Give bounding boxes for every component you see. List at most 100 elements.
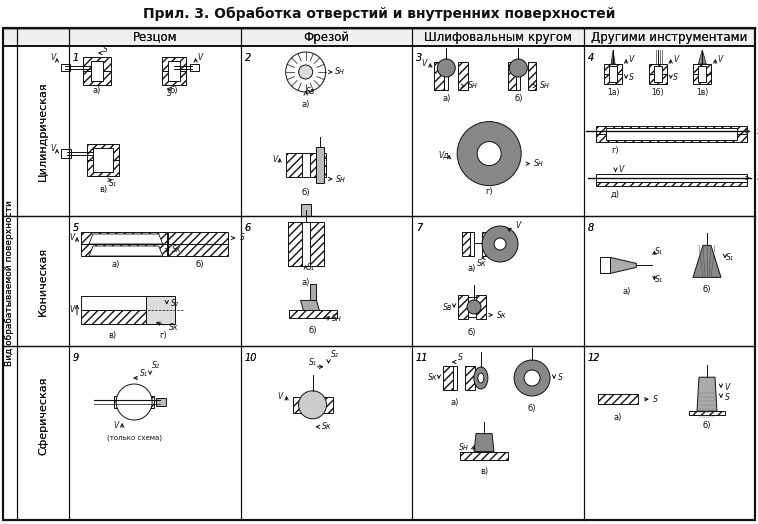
Circle shape — [467, 300, 481, 314]
Text: S: S — [459, 354, 463, 363]
Text: V: V — [114, 421, 119, 431]
Text: S: S — [102, 46, 108, 54]
Text: Сферическая: Сферическая — [38, 377, 48, 455]
Bar — [81, 232, 167, 244]
Text: Прил. 3. Обработка отверстий и внутренних поверхностей: Прил. 3. Обработка отверстий и внутренни… — [143, 7, 615, 21]
Bar — [649, 74, 667, 84]
Text: б): б) — [169, 86, 178, 95]
Text: S₁: S₁ — [726, 253, 734, 262]
Text: Sн: Sн — [468, 82, 478, 91]
Bar — [604, 74, 622, 84]
Text: 1в): 1в) — [696, 88, 709, 96]
Text: S: S — [628, 73, 634, 82]
Circle shape — [509, 59, 528, 77]
Text: Sн: Sн — [534, 159, 544, 168]
Bar — [302, 222, 310, 266]
Circle shape — [286, 52, 326, 92]
Bar — [600, 257, 610, 274]
Text: Резцом: Резцом — [133, 30, 177, 43]
Text: 1: 1 — [73, 53, 80, 63]
Circle shape — [494, 238, 506, 250]
Text: а): а) — [451, 398, 459, 407]
Text: Шлифовальным кругом: Шлифовальным кругом — [424, 30, 572, 43]
Bar — [114, 396, 130, 408]
Polygon shape — [693, 245, 721, 277]
Text: Резцом: Резцом — [133, 30, 177, 43]
Text: б): б) — [309, 326, 317, 335]
Bar — [317, 397, 333, 413]
Text: S: S — [756, 127, 758, 136]
Text: Фрезой: Фрезой — [303, 30, 349, 43]
Text: Sк: Sк — [169, 323, 178, 332]
Text: S₁: S₁ — [656, 247, 663, 256]
Text: Sк: Sк — [478, 258, 487, 267]
Text: д): д) — [611, 190, 620, 199]
Polygon shape — [698, 50, 706, 64]
Text: 3: 3 — [416, 53, 422, 63]
Bar — [460, 452, 508, 460]
Circle shape — [437, 59, 456, 77]
Bar — [161, 71, 186, 85]
Bar — [434, 62, 444, 90]
Bar — [310, 153, 326, 177]
Text: S: S — [653, 395, 658, 403]
Polygon shape — [474, 433, 494, 452]
Bar — [606, 128, 737, 140]
Text: б): б) — [302, 189, 310, 198]
Text: а): а) — [468, 264, 476, 272]
Text: 7: 7 — [416, 223, 422, 233]
Polygon shape — [146, 296, 175, 324]
Text: 10: 10 — [245, 353, 257, 363]
Text: Sв: Sв — [443, 302, 453, 311]
Bar — [93, 148, 113, 172]
Circle shape — [299, 65, 312, 79]
Bar — [459, 62, 468, 90]
Bar — [516, 62, 520, 90]
Bar — [462, 232, 470, 256]
Circle shape — [524, 370, 540, 386]
Text: S₁: S₁ — [109, 179, 117, 189]
Text: 11: 11 — [416, 353, 428, 363]
Text: S: S — [558, 374, 562, 383]
Text: 5: 5 — [73, 223, 80, 233]
Bar — [653, 66, 662, 82]
Bar — [91, 61, 103, 81]
Circle shape — [457, 122, 522, 185]
Polygon shape — [611, 50, 615, 64]
Text: в): в) — [480, 467, 488, 476]
Bar — [61, 149, 71, 158]
Text: V: V — [421, 60, 427, 69]
Text: в): в) — [108, 331, 116, 340]
Text: S: S — [756, 173, 758, 182]
Bar — [315, 147, 324, 183]
Text: Sк: Sк — [322, 422, 331, 431]
Text: б): б) — [703, 285, 711, 294]
Text: 8: 8 — [587, 223, 594, 233]
Text: 10: 10 — [245, 353, 257, 363]
Circle shape — [482, 226, 518, 262]
Text: 1а): 1а) — [607, 88, 619, 96]
Text: Другими инструментами: Другими инструментами — [591, 30, 747, 43]
Bar — [476, 295, 486, 319]
Text: 12: 12 — [587, 353, 600, 363]
Bar — [310, 222, 324, 266]
Text: 4: 4 — [587, 53, 594, 63]
Text: б): б) — [514, 93, 522, 103]
Bar — [698, 66, 706, 82]
Text: г): г) — [612, 146, 619, 155]
Circle shape — [116, 384, 152, 420]
Bar — [609, 66, 617, 82]
Text: а): а) — [92, 86, 101, 95]
Text: Шлифовальным кругом: Шлифовальным кругом — [424, 30, 572, 43]
Text: Sн: Sн — [540, 82, 550, 91]
Polygon shape — [89, 234, 163, 244]
Bar — [596, 134, 747, 143]
Bar — [604, 64, 622, 74]
Text: V: V — [50, 145, 55, 154]
Bar — [649, 64, 667, 74]
Text: б): б) — [703, 421, 711, 430]
Bar — [509, 62, 516, 90]
Bar — [301, 204, 311, 216]
Text: а): а) — [622, 287, 631, 296]
Bar — [168, 244, 228, 256]
